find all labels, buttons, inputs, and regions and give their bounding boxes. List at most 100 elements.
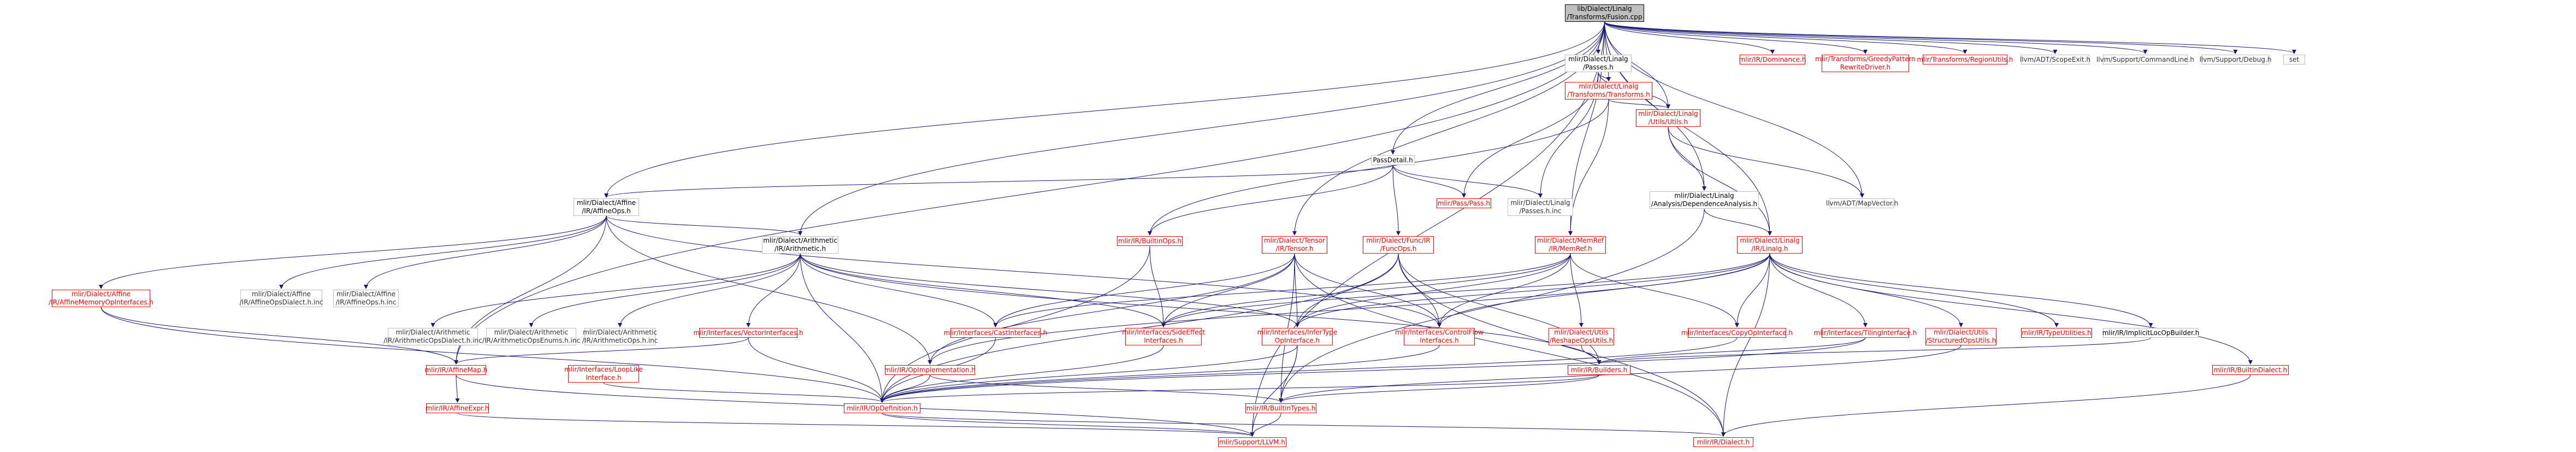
edge-funcops_h-to-controlflow_h (1398, 253, 1441, 327)
edge-builtinops_h-to-sideeffect_h (1149, 245, 1166, 327)
node-opdef-h[interactable]: mlir/IR/OpDefinition.h (844, 403, 920, 413)
node-set[interactable]: set (2283, 55, 2305, 64)
edge-arith_h-to-arithops_inc (618, 253, 801, 327)
node-funcops-h[interactable]: mlir/Dialect/Func/IR/FuncOps.h (1363, 236, 1434, 254)
node-builtindialect-h[interactable]: mlir/IR/BuiltinDialect.h (2212, 365, 2289, 375)
node-depanalysis-h[interactable]: mlir/Dialect/Linalg/Analysis/DependenceA… (1650, 191, 1759, 209)
node-commandline-h[interactable]: llvm/Support/CommandLine.h (2096, 55, 2194, 64)
node-arithops-inc[interactable]: mlir/Dialect/Arithmetic/IR/ArithmeticOps… (582, 328, 658, 345)
edge-arith_h-to-vectoriface_h (746, 253, 801, 327)
node-linalg-h[interactable]: mlir/Dialect/Linalg/IR/Linalg.h (1737, 236, 1803, 254)
node-infertype-h[interactable]: mlir/Interfaces/InferType OpInterface.h (1257, 328, 1337, 345)
node-label-line: llvm/Support/CommandLine.h (2096, 55, 2195, 63)
node-reshapeutils-h[interactable]: mlir/Dialect/Utils/ReshapeOpsUtils.h (1549, 328, 1614, 345)
node-label-line: mlir/Dialect/Linalg (1638, 110, 1698, 118)
edge-opimpl_h-to-builtintypes_h (930, 374, 1283, 403)
edge-arith_h-to-opdef_h (800, 253, 884, 403)
node-builtintypes-h[interactable]: mlir/IR/BuiltinTypes.h (1245, 403, 1316, 413)
node-arithdialect-inc[interactable]: mlir/Dialect/Arithmetic/IR/ArithmeticOps… (383, 328, 482, 345)
node-label-line: mlir/Dialect/Linalg (1740, 237, 1800, 244)
node-affineexpr-h[interactable]: mlir/IR/AffineExpr.h (426, 403, 489, 413)
node-utils-h[interactable]: mlir/Dialect/Linalg/Utils/Utils.h (1636, 109, 1700, 127)
node-dialect-h[interactable]: mlir/IR/Dialect.h (1693, 437, 1753, 447)
node-linalg-passes-inc[interactable]: mlir/Dialect/Linalg/Passes.h.inc (1508, 198, 1573, 216)
node-affineops-inc[interactable]: mlir/Dialect/Affine/IR/AffineOps.h.inc (333, 290, 399, 307)
node-sideeffect-h[interactable]: mlir/Interfaces/SideEffect Interfaces.h (1122, 328, 1205, 345)
node-typeutils-h[interactable]: mlir/IR/TypeUtilities.h (2021, 328, 2092, 338)
node-opimpl-h[interactable]: mlir/IR/OpImplementation.h (884, 365, 976, 375)
node-greedy-h[interactable]: mlir/Transforms/GreedyPattern RewriteDriv… (1815, 55, 1916, 72)
node-passpass-h[interactable]: mlir/Pass/Pass.h (1437, 198, 1491, 208)
edge-root-to-set (1604, 21, 2296, 54)
node-label-line: mlir/Dialect/Func/IR (1366, 237, 1431, 244)
edge-linalg_h-to-structuredutils_h (1769, 253, 1963, 327)
node-label-line: mlir/Dialect/Linalg (1568, 55, 1628, 63)
node-scopeexit-h[interactable]: llvm/ADT/ScopeExit.h (2019, 55, 2091, 64)
node-structuredutils-h[interactable]: mlir/Dialect/Utils/StructuredOpsUtils.h (1925, 328, 1996, 345)
node-llvm-h[interactable]: mlir/Support/LLVM.h (1218, 437, 1286, 447)
node-label-line: mlir/Transforms/RegionUtils.h (1917, 55, 2013, 63)
edge-root-to-dominance_h (1604, 21, 1775, 54)
node-tiling-h[interactable]: mlir/Interfaces/TilingInterface.h (1814, 328, 1917, 338)
edge-root-to-depanalysis_h (1604, 21, 1706, 191)
edge-tensor_h-to-castiface_h (993, 253, 1295, 327)
edge-transforms_h-to-memref_h (1568, 99, 1609, 236)
node-passdetail-h[interactable]: PassDetail.h (1371, 155, 1415, 165)
edge-tensor_h-to-dialect_h (1294, 253, 1726, 437)
node-debug-h[interactable]: llvm/Support/Debug.h (2200, 55, 2271, 64)
node-label-line: mlir/Pass/Pass.h (1438, 199, 1490, 207)
edge-utils_h-to-mapvector_h (1668, 126, 1864, 198)
node-label-line: PassDetail.h (1373, 156, 1413, 164)
node-label-line: mlir/Interfaces/VectorInterfaces.h (693, 328, 803, 337)
node-passes-h[interactable]: mlir/Dialect/Linalg/Passes.h (1565, 55, 1632, 72)
node-label-line: /FuncOps.h (1380, 245, 1417, 253)
node-vectoriface-h[interactable]: mlir/Interfaces/VectorInterfaces.h (694, 328, 803, 338)
node-loopiface-h[interactable]: mlir/Interfaces/LoopLike Interface.h (564, 365, 643, 383)
edge-reshapeutils_h-to-builders_h (1581, 345, 1602, 365)
edge-infertype_h-to-llvm_h (1250, 345, 1298, 437)
node-mapvector-h[interactable]: llvm/ADT/MapVector.h (1826, 198, 1898, 208)
edge-passdetail_h-to-affineops_h (604, 165, 1393, 198)
node-label-line: mlir/Transforms/GreedyPattern (1815, 55, 1916, 63)
node-label-line: /Passes.h.inc (1519, 207, 1562, 215)
node-label-line: mlir/Interfaces/LoopLike (564, 366, 643, 373)
node-label-line: mlir/Dialect/Arithmetic (494, 328, 569, 336)
edge-passdetail_h-to-funcops_h (1392, 165, 1401, 236)
node-label-line: llvm/ADT/ScopeExit.h (2019, 55, 2091, 63)
edge-memref_h-to-controlflow_h (1437, 253, 1571, 327)
edge-linalg_h-to-builtindialect_h (1769, 253, 2253, 365)
edge-transforms_h-to-utils_h (1608, 99, 1670, 109)
node-castiface-h[interactable]: mlir/Interfaces/CastInterfaces.h (944, 328, 1047, 338)
edge-opdef_h-to-llvm_h (882, 413, 1255, 437)
node-affineopsdialect-inc[interactable]: mlir/Dialect/Affine/IR/AffineOpsDialect.… (240, 290, 323, 307)
node-label-line: mlir/IR/BuiltinOps.h (1118, 237, 1182, 245)
edge-linalg_h-to-implicitloc_h (1769, 253, 2153, 327)
node-arith-h[interactable]: mlir/Dialect/Arithmetic/IR/Arithmetic.h (762, 236, 838, 254)
node-tensor-h[interactable]: mlir/Dialect/Tensor/IR/Tensor.h (1262, 236, 1327, 254)
node-arithenums-inc[interactable]: mlir/Dialect/Arithmetic/IR/ArithmeticOps… (482, 328, 580, 345)
node-label-line: mlir/IR/OpDefinition.h (847, 404, 918, 412)
node-regionutils-h[interactable]: mlir/Transforms/RegionUtils.h (1917, 55, 2013, 64)
node-label-line: RewriteDriver.h (1840, 63, 1891, 71)
node-affinememiface-h[interactable]: mlir/Dialect/Affine/IR/AffineMemoryOpInt… (49, 290, 153, 307)
node-affinemap-h[interactable]: mlir/IR/AffineMap.h (425, 365, 487, 375)
edge-root-to-greedy_h (1604, 21, 1868, 54)
edge-arith_h-to-builders_h (800, 253, 1602, 365)
node-memref-h[interactable]: mlir/Dialect/MemRef/IR/MemRef.h (1535, 236, 1606, 254)
node-implicitloc-h[interactable]: mlir/IR/ImplicitLocOpBuilder.h (2102, 328, 2200, 338)
node-label-line: mlir/Interfaces/TilingInterface.h (1813, 328, 1917, 337)
node-label-line: /Transforms/Fusion.cpp (1567, 13, 1643, 21)
edge-passdetail_h-to-passpass_h (1392, 165, 1466, 198)
node-label-line: mlir/IR/ImplicitLocOpBuilder.h (2102, 328, 2200, 337)
node-builtinops-h[interactable]: mlir/IR/BuiltinOps.h (1117, 236, 1183, 246)
node-affineops-h[interactable]: mlir/Dialect/Affine/IR/AffineOps.h (574, 198, 639, 216)
node-label-line: mlir/Interfaces/CopyOpInterface.h (1681, 328, 1793, 337)
node-dominance-h[interactable]: mlir/IR/Dominance.h (1739, 55, 1806, 64)
edge-linalg_h-to-typeutils_h (1769, 253, 2059, 327)
node-label-line: mlir/Interfaces/InferType (1257, 328, 1338, 336)
node-controlflow-h[interactable]: mlir/Interfaces/ControlFlow Interfaces.h (1395, 328, 1484, 345)
node-transforms-h[interactable]: mlir/Dialect/Linalg/Transforms/Transform… (1565, 82, 1652, 99)
edge-affineops_h-to-arith_h (606, 215, 802, 236)
node-builders-h[interactable]: mlir/IR/Builders.h (1568, 365, 1630, 375)
node-copyop-h[interactable]: mlir/Interfaces/CopyOpInterface.h (1681, 328, 1793, 338)
